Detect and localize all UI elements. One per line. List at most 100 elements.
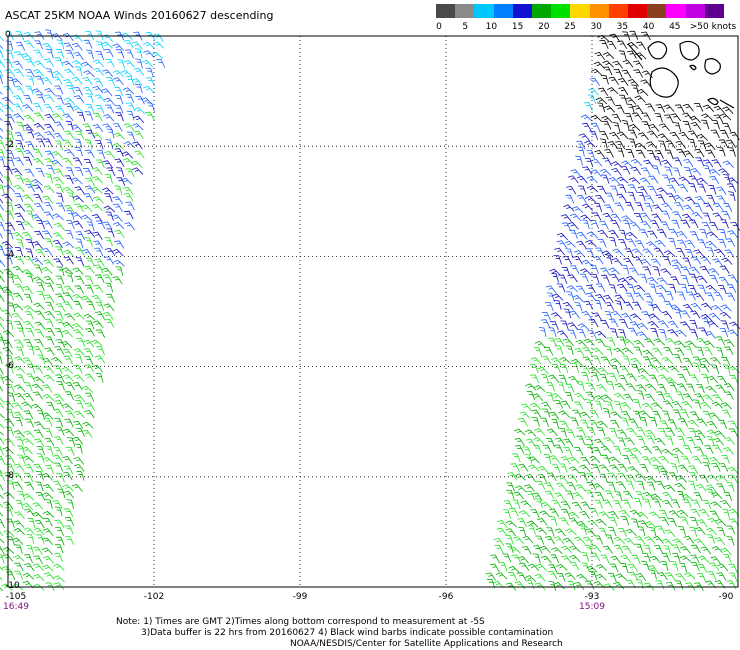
wind-barb — [551, 547, 563, 555]
wind-barb — [12, 537, 24, 545]
wind-barb — [26, 210, 34, 221]
wind-barb — [601, 115, 613, 123]
wind-barb — [62, 348, 73, 358]
wind-barb — [64, 97, 76, 105]
wind-barb — [648, 364, 659, 373]
wind-barb — [684, 248, 694, 258]
wind-barb — [594, 51, 606, 61]
wind-barb — [0, 274, 5, 283]
wind-barb — [576, 175, 588, 184]
wind-barb — [697, 284, 707, 295]
wind-barb — [679, 409, 690, 419]
wind-barb — [656, 284, 668, 293]
wind-barb — [564, 572, 576, 580]
wind-barb — [10, 78, 23, 86]
wind-barb — [1, 376, 14, 384]
wind-barb — [588, 419, 599, 429]
wind-barb — [589, 455, 601, 464]
wind-barb — [631, 248, 643, 256]
wind-barb — [604, 254, 613, 265]
wind-barb — [5, 40, 14, 51]
wind-barb — [724, 249, 735, 258]
wind-barb — [86, 221, 95, 232]
wind-barb — [120, 177, 133, 185]
wind-barb — [602, 545, 613, 554]
wind-barb — [54, 184, 64, 194]
wind-barb — [576, 240, 587, 249]
wind-barb — [54, 462, 64, 472]
wind-barb — [54, 222, 65, 231]
wind-barb — [626, 474, 637, 483]
wind-barb — [612, 60, 624, 69]
wind-barb — [93, 59, 104, 68]
wind-barb — [647, 150, 656, 160]
wind-barb — [84, 356, 94, 365]
wind-barb — [702, 104, 715, 112]
wind-barb — [83, 348, 94, 357]
wind-barb — [0, 244, 3, 248]
wind-barb — [131, 167, 144, 175]
wind-barb — [26, 363, 36, 374]
wind-barb — [612, 500, 622, 510]
wind-barb — [621, 313, 633, 321]
wind-barb — [707, 320, 719, 328]
wind-barb — [84, 237, 93, 247]
wind-barb — [23, 410, 34, 420]
wind-barb — [560, 214, 572, 222]
wind-barb — [719, 328, 729, 338]
wind-barb — [105, 211, 114, 221]
wind-barb — [55, 536, 65, 546]
wind-barb — [613, 68, 623, 78]
wind-barb — [45, 301, 54, 312]
wind-barb — [677, 464, 689, 473]
wind-barb — [505, 543, 514, 553]
wind-barb — [626, 238, 637, 247]
wind-barb — [561, 266, 571, 277]
wind-barb — [556, 240, 568, 249]
wind-barb — [621, 215, 633, 223]
wind-barb — [545, 437, 555, 447]
wind-barb — [696, 177, 709, 185]
wind-barb — [95, 105, 105, 114]
wind-barb — [690, 562, 700, 572]
wind-barb — [707, 474, 719, 482]
wind-barb — [679, 516, 689, 526]
wind-barb — [618, 50, 627, 61]
wind-barb — [66, 499, 75, 509]
wind-barb — [642, 553, 651, 563]
wind-barb — [608, 230, 619, 239]
wind-barb — [24, 481, 35, 491]
wind-barb — [11, 312, 23, 321]
wind-barb — [522, 535, 534, 544]
wind-barb — [64, 149, 75, 157]
wind-barb — [599, 373, 608, 384]
wind-barb — [539, 545, 551, 554]
wind-barb — [613, 544, 624, 554]
wind-barb — [680, 283, 688, 294]
wind-barb — [15, 346, 24, 357]
wind-barb — [516, 572, 527, 581]
wind-barb — [507, 472, 518, 481]
wind-barb — [575, 339, 587, 347]
wind-barb — [63, 490, 75, 499]
wind-barb — [658, 123, 670, 131]
wind-barb — [595, 247, 605, 257]
wind-barb — [698, 327, 708, 337]
wind-barb — [557, 381, 565, 392]
wind-barb — [694, 393, 705, 402]
wind-barb — [661, 448, 673, 456]
wind-barb — [14, 436, 24, 446]
wind-barb — [637, 186, 648, 195]
wind-barb — [694, 446, 705, 455]
wind-barb — [581, 552, 590, 562]
wind-barb — [95, 355, 106, 364]
wind-barb — [0, 135, 3, 140]
wind-barb — [36, 446, 45, 456]
wind-barb — [533, 428, 546, 436]
wind-barb — [620, 165, 631, 175]
wind-barb — [565, 194, 575, 204]
wind-barb — [584, 544, 593, 554]
wind-barb — [33, 421, 45, 430]
wind-barb — [649, 511, 661, 519]
wind-barb — [64, 517, 75, 526]
